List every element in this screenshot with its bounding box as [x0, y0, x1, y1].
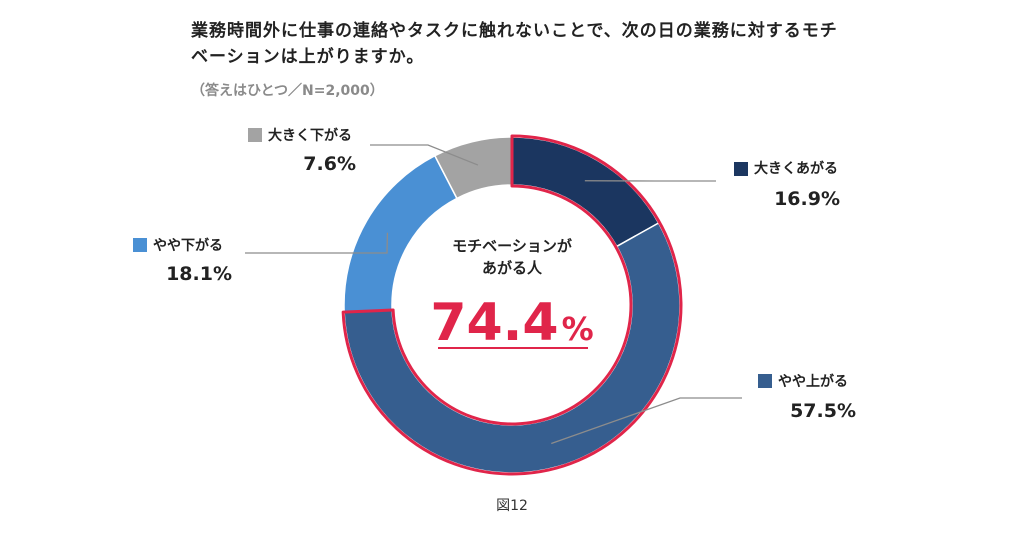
data-label: 7.6%	[303, 153, 356, 175]
figure-caption: 図12	[496, 498, 528, 514]
leader-line	[551, 397, 742, 445]
center-percentage: 74.4%	[430, 293, 593, 353]
leader-line	[245, 232, 389, 254]
data-label: 57.5%	[790, 400, 856, 422]
legend-label: 大きく下がる	[268, 127, 352, 144]
data-label: 16.9%	[774, 188, 840, 210]
center-label: モチベーションが あがる人 74.4%	[430, 237, 593, 353]
center-label-line2: あがる人	[482, 259, 543, 277]
chart-title: 業務時間外に仕事の連絡やタスクに触れないことで、次の日の業務に対するモチベーショ…	[191, 21, 838, 67]
legend-label: 大きくあがる	[754, 160, 838, 177]
slice-slightly-down	[343, 154, 458, 313]
legend-swatch	[734, 162, 748, 176]
data-label: 18.1%	[166, 263, 232, 285]
highlight-outline	[341, 134, 683, 476]
leader-line	[370, 144, 479, 166]
legend-label: やや上がる	[778, 373, 848, 390]
center-unit: %	[562, 310, 594, 348]
chart-subtitle: （答えはひとつ／N=2,000）	[191, 83, 384, 99]
legend: 大きくあがる 16.9% やや上がる 57.5% やや下がる 18.1% 大きく下がる 7.6…	[133, 127, 856, 422]
legend-swatch	[248, 128, 262, 142]
legend-label: やや下がる	[153, 237, 223, 254]
legend-swatch	[133, 238, 147, 252]
leader-lines	[245, 144, 742, 445]
donut-slices	[341, 134, 683, 476]
center-value: 74.4	[430, 293, 558, 353]
legend-swatch	[758, 374, 772, 388]
center-label-line1: モチベーションが	[452, 237, 573, 255]
